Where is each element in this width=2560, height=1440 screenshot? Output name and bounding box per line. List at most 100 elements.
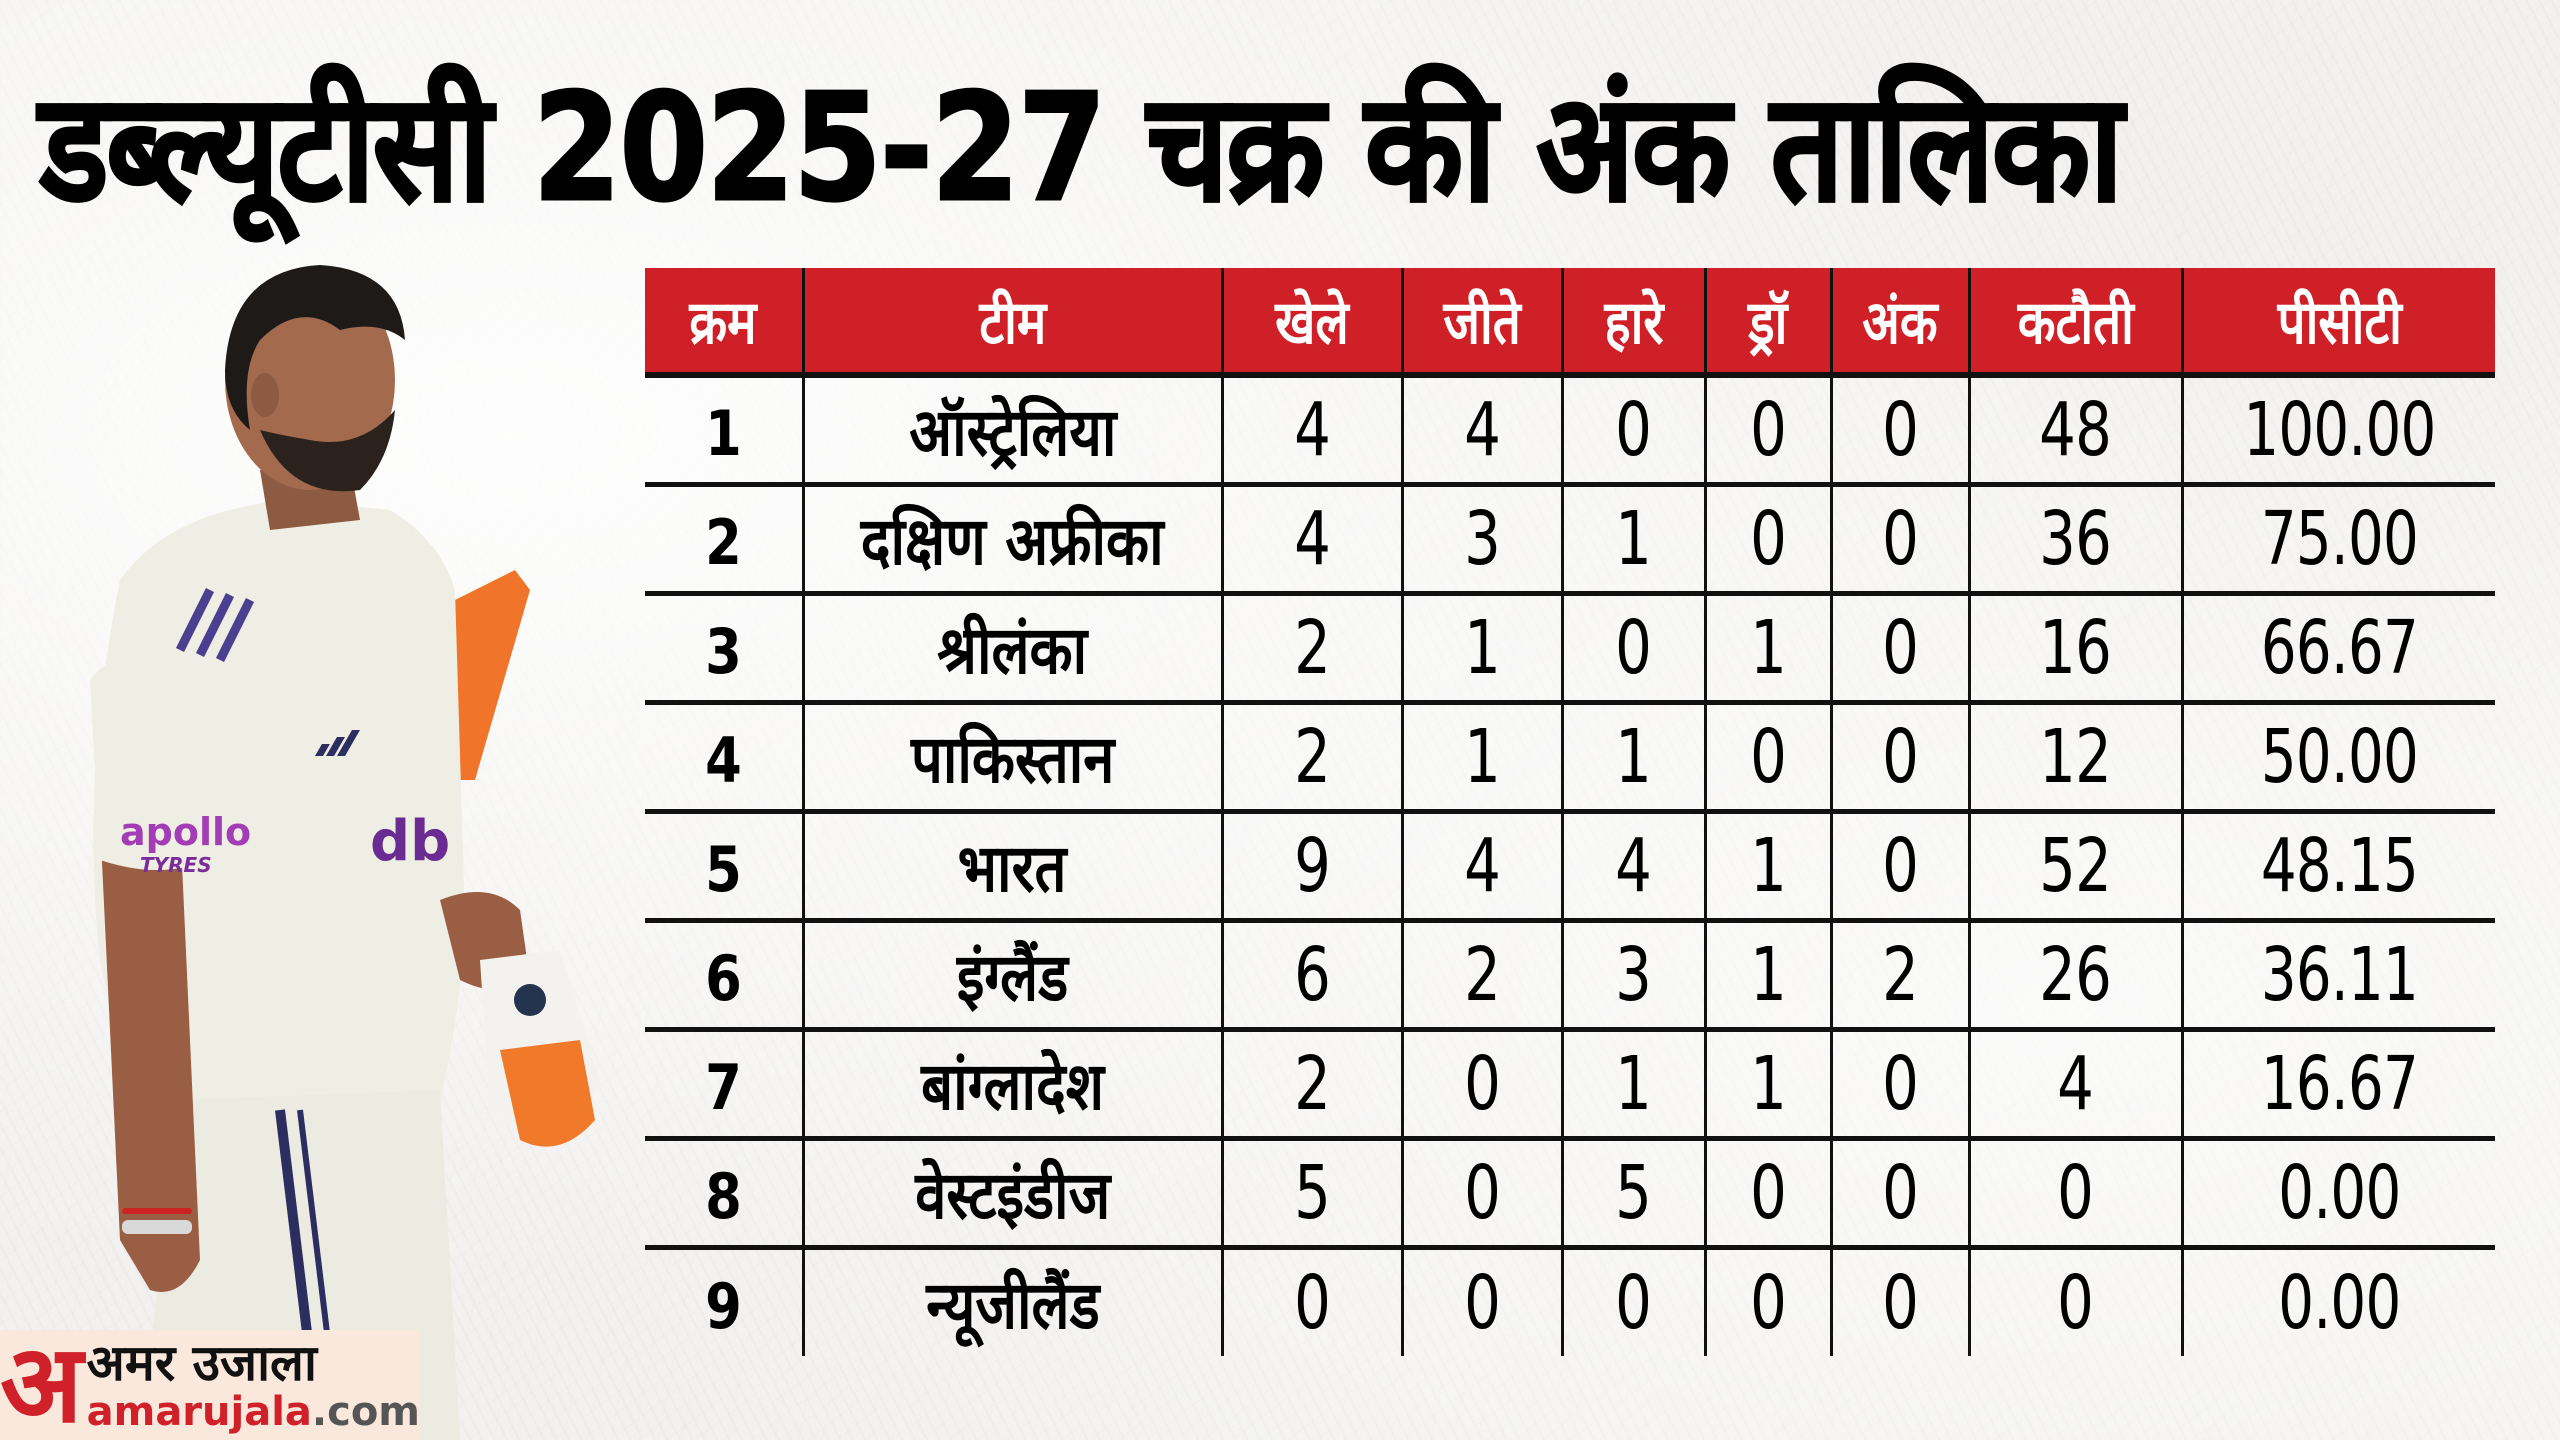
svg-text:db: db [370,809,450,874]
cell-won: 1 [1400,702,1562,814]
cell-lost: 1 [1560,484,1705,596]
cell-draw: 0 [1703,375,1831,487]
cell-pct: 16.67 [2180,1029,2495,1141]
cell-deduction: 52 [1967,811,2182,923]
cell-won: 0 [1400,1029,1562,1141]
cell-draw: 1 [1703,1029,1831,1141]
cell-rank: 4 [645,702,803,814]
cell-pct: 50.00 [2180,702,2495,814]
cell-played: 6 [1220,920,1402,1032]
cell-draw: 0 [1703,1138,1831,1250]
points-table-container: क्रम टीम खेले जीते हारे ड्रॉ अंक कटौती प… [645,268,2495,1356]
cell-pct: 48.15 [2180,811,2495,923]
header-pct: पीसीटी [2180,268,2495,378]
player-photo: apollo TYRES db [90,265,600,1440]
cell-rank: 7 [645,1029,803,1141]
cell-deduction: 12 [1967,702,2182,814]
table-row: 3 श्रीलंका 2 1 0 1 0 16 66.67 [645,593,2495,705]
cell-points: 0 [1829,375,1969,487]
cell-won: 0 [1400,1138,1562,1250]
cell-draw: 0 [1703,484,1831,596]
header-lost: हारे [1560,268,1705,378]
cell-lost: 0 [1560,375,1705,487]
cell-points: 0 [1829,1029,1969,1141]
cell-team: भारत [801,811,1222,923]
table-row: 6 इंग्लैंड 6 2 3 1 2 26 36.11 [645,920,2495,1032]
cell-draw: 1 [1703,811,1831,923]
cell-deduction: 48 [1967,375,2182,487]
brand-name: अमर उजाला [86,1334,317,1392]
cell-played: 2 [1220,593,1402,705]
cell-lost: 0 [1560,593,1705,705]
header-team: टीम [801,268,1222,378]
svg-text:apollo: apollo [120,810,251,854]
table-row: 1 ऑस्ट्रेलिया 4 4 0 0 0 48 100.00 [645,375,2495,487]
points-table: क्रम टीम खेले जीते हारे ड्रॉ अंक कटौती प… [645,268,2495,1356]
cell-deduction: 0 [1967,1247,2182,1356]
cell-played: 0 [1220,1247,1402,1356]
cell-draw: 1 [1703,920,1831,1032]
cell-deduction: 36 [1967,484,2182,596]
header-won: जीते [1400,268,1562,378]
cell-rank: 2 [645,484,803,596]
table-row: 2 दक्षिण अफ्रीका 4 3 1 0 0 36 75.00 [645,484,2495,596]
cell-rank: 3 [645,593,803,705]
cell-won: 0 [1400,1247,1562,1356]
cell-rank: 6 [645,920,803,1032]
brand-text: अमर उजाला amarujala.com [87,1336,420,1434]
cell-points: 0 [1829,484,1969,596]
cell-rank: 1 [645,375,803,487]
brand-mark-icon: अ [0,1322,83,1440]
cell-points: 0 [1829,593,1969,705]
cell-won: 4 [1400,811,1562,923]
cell-deduction: 26 [1967,920,2182,1032]
amar-ujala-logo: अ अमर उजाला amarujala.com [0,1330,420,1440]
table-row: 7 बांग्लादेश 2 0 1 1 0 4 16.67 [645,1029,2495,1141]
cell-won: 3 [1400,484,1562,596]
cell-won: 2 [1400,920,1562,1032]
header-rank: क्रम [645,268,803,378]
table-header-row: क्रम टीम खेले जीते हारे ड्रॉ अंक कटौती प… [645,268,2495,378]
cell-lost: 1 [1560,1029,1705,1141]
cell-points: 2 [1829,920,1969,1032]
cell-pct: 100.00 [2180,375,2495,487]
cell-lost: 5 [1560,1138,1705,1250]
cell-points: 0 [1829,1247,1969,1356]
cell-team: बांग्लादेश [801,1029,1222,1141]
cell-team: ऑस्ट्रेलिया [801,375,1222,487]
cell-lost: 1 [1560,702,1705,814]
cell-played: 4 [1220,484,1402,596]
table-row: 8 वेस्टइंडीज 5 0 5 0 0 0 0.00 [645,1138,2495,1250]
cell-draw: 0 [1703,1247,1831,1356]
cell-deduction: 4 [1967,1029,2182,1141]
cell-played: 4 [1220,375,1402,487]
cell-team: इंग्लैंड [801,920,1222,1032]
cell-pct: 0.00 [2180,1247,2495,1356]
table-row: 5 भारत 9 4 4 1 0 52 48.15 [645,811,2495,923]
cell-pct: 36.11 [2180,920,2495,1032]
header-points: अंक [1829,268,1969,378]
cell-won: 4 [1400,375,1562,487]
cell-played: 5 [1220,1138,1402,1250]
cell-draw: 0 [1703,702,1831,814]
cell-rank: 9 [705,1269,742,1343]
cell-points: 0 [1829,1138,1969,1250]
table-row: 9 न्यूजीलैंड 0 0 0 0 0 0 0.00 [645,1247,2495,1356]
cell-points: 0 [1829,811,1969,923]
cell-lost: 3 [1560,920,1705,1032]
cell-points: 0 [1829,702,1969,814]
cell-deduction: 16 [1967,593,2182,705]
header-played: खेले [1220,268,1402,378]
cell-played: 9 [1220,811,1402,923]
cell-team: दक्षिण अफ्रीका [801,484,1222,596]
cell-team: वेस्टइंडीज [801,1138,1222,1250]
cell-rank: 8 [645,1138,803,1250]
page-title: डब्ल्यूटीसी 2025-27 चक्र की अंक तालिका [39,61,2124,236]
header-deduction: कटौती [1967,268,2182,378]
cell-pct: 75.00 [2180,484,2495,596]
cell-pct: 0.00 [2180,1138,2495,1250]
svg-text:TYRES: TYRES [140,853,212,877]
cell-played: 2 [1220,1029,1402,1141]
cell-rank: 5 [645,811,803,923]
brand-url: amarujala.com [86,1389,420,1435]
